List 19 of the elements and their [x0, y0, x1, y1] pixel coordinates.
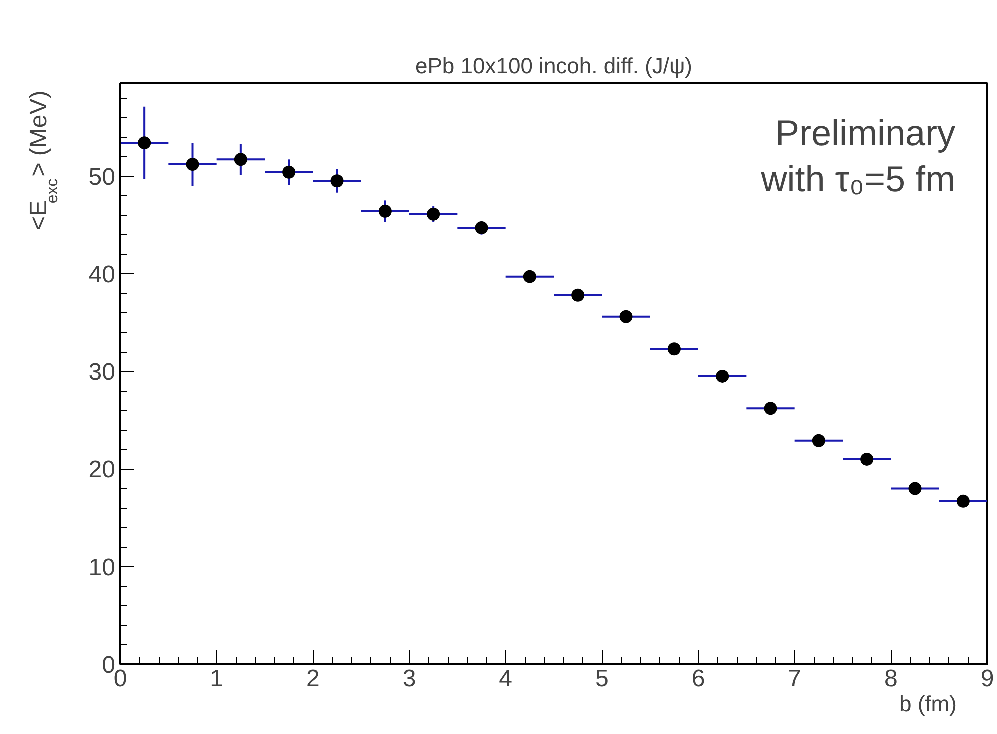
y-tick-label: 40 — [88, 261, 116, 288]
x-tick-label: 4 — [499, 666, 513, 692]
x-tick-label: 3 — [402, 666, 416, 692]
x-tick-label: 7 — [788, 666, 802, 692]
x-tick-label: 1 — [210, 666, 224, 692]
chart-title: ePb 10x100 incoh. diff. (J/ψ) — [416, 54, 693, 78]
annotation: with τ₀=5 fm — [760, 158, 956, 200]
x-tick-label: 8 — [884, 666, 898, 692]
y-tick-label: 10 — [88, 554, 116, 582]
y-axis-title: <Eexc> (MeV) — [26, 90, 62, 231]
annotation: Preliminary — [775, 112, 956, 154]
x-tick-label: 9 — [980, 666, 994, 692]
y-tick-label: 30 — [88, 359, 116, 386]
x-axis-title: b (fm) — [900, 692, 957, 716]
y-tick-label: 50 — [88, 164, 116, 191]
y-tick-label: 20 — [88, 456, 116, 484]
x-tick-label: 2 — [306, 666, 320, 692]
x-tick-label: 6 — [692, 666, 706, 692]
x-tick-label: 5 — [595, 666, 609, 692]
